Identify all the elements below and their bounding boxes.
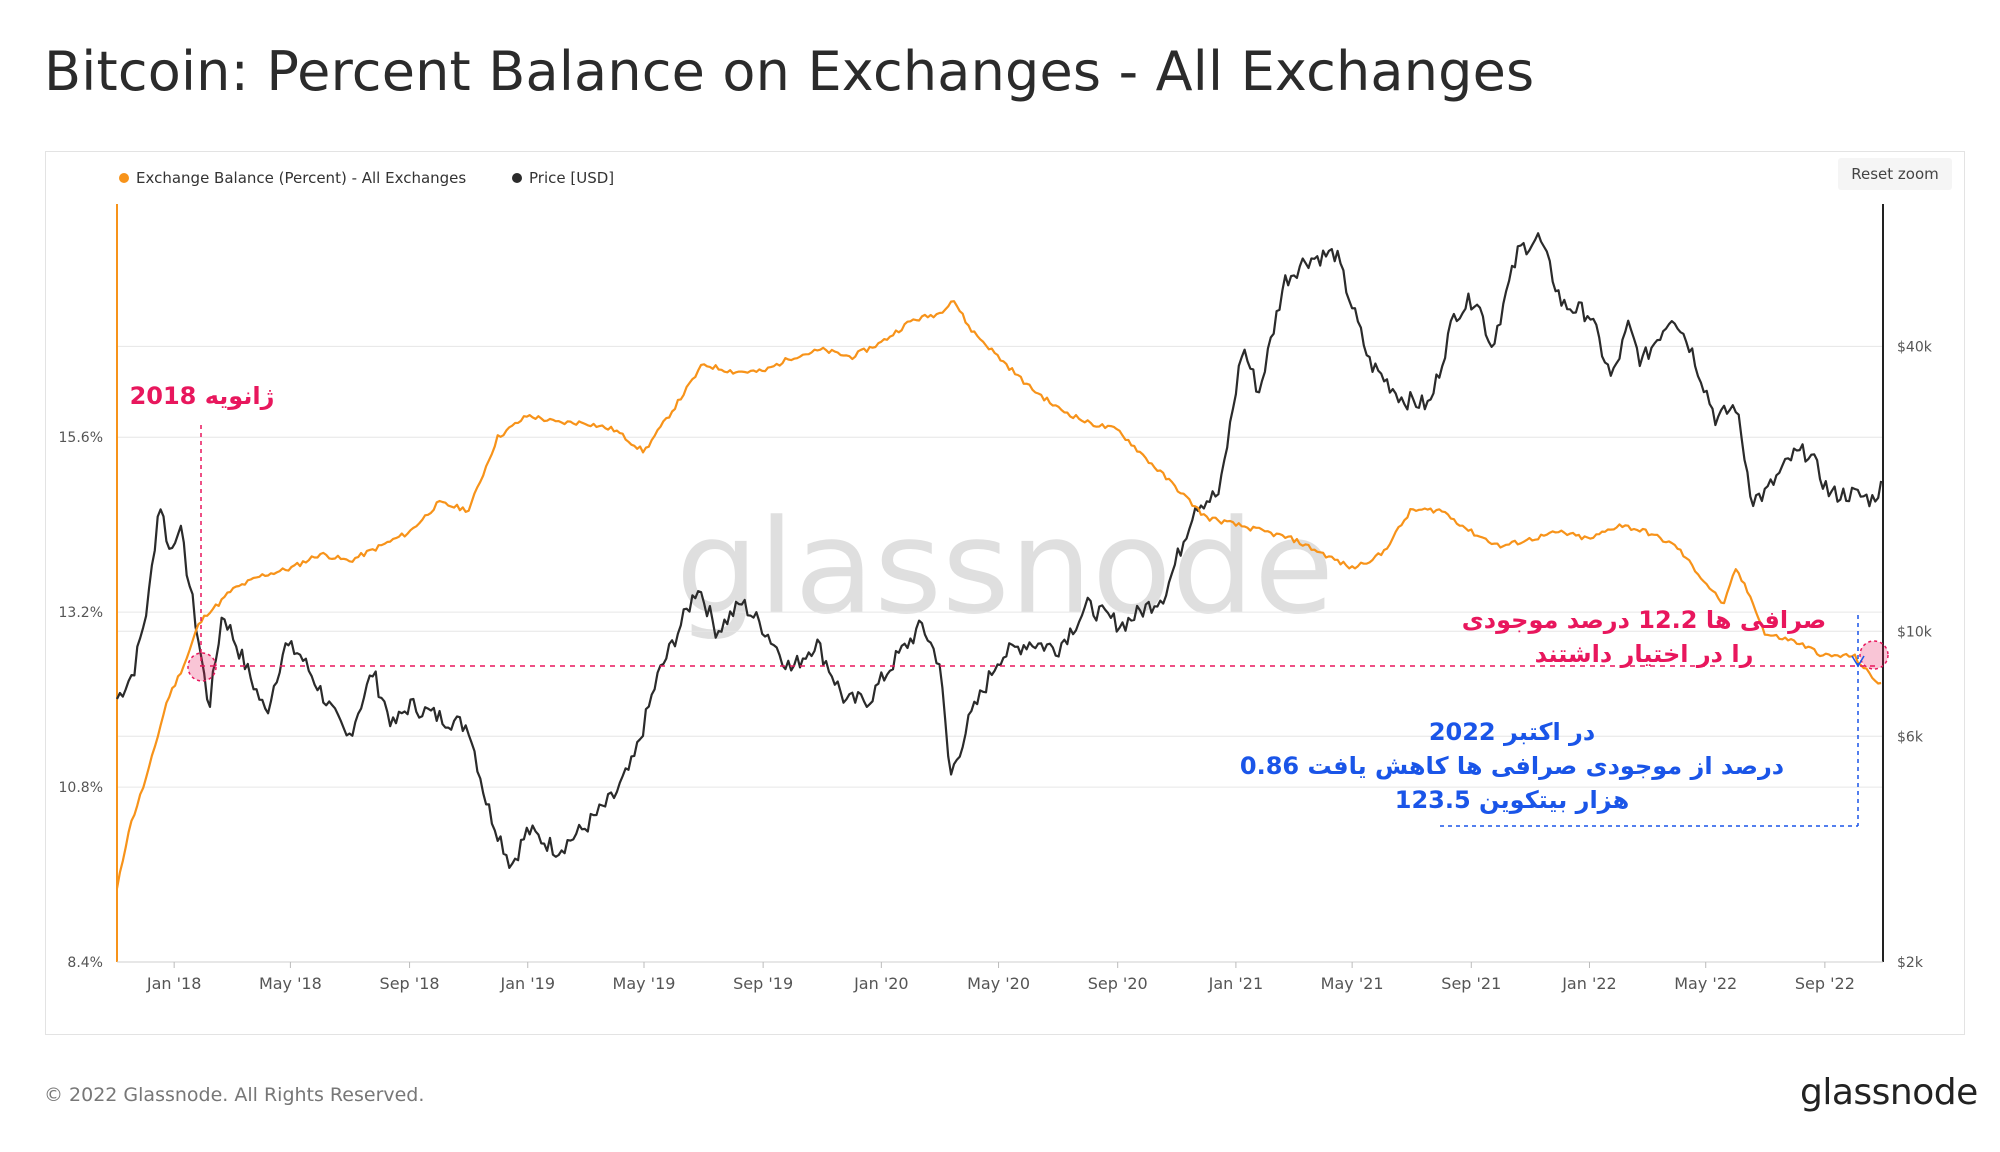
x-tick-label: May '20 — [967, 974, 1030, 993]
annotation-jan2018: ژانویه 2018 — [130, 382, 275, 410]
chart-frame — [45, 151, 1965, 1035]
annotation-current-line: را در اختیار داشتند — [1535, 640, 1754, 668]
page-title: Bitcoin: Percent Balance on Exchanges - … — [44, 40, 1535, 103]
annotation-current-line: صرافی ها 12.2 درصد موجودی — [1462, 606, 1826, 634]
current-highlight-circle — [1859, 640, 1889, 670]
legend-marker-balance — [119, 173, 129, 183]
x-tick-label: Jan '22 — [1561, 974, 1617, 993]
x-tick-label: Sep '22 — [1795, 974, 1855, 993]
glassnode-logo: glassnode — [1800, 1072, 1978, 1113]
x-tick-label: Sep '21 — [1441, 974, 1501, 993]
y-left-tick-label: 10.8% — [59, 780, 103, 796]
legend-label-balance: Exchange Balance (Percent) - All Exchang… — [136, 169, 466, 187]
annotation-drop-line: 0.86 درصد از موجودی صرافی ها کاهش یافت — [1240, 752, 1784, 780]
x-tick-label: Jan '20 — [853, 974, 909, 993]
y-left-tick-label: 15.6% — [59, 430, 103, 446]
annotation-drop-line: در اکتبر 2022 — [1429, 718, 1595, 746]
legend-marker-price — [512, 173, 522, 183]
y-right-tick-label: $6k — [1897, 729, 1924, 745]
x-tick-label: Sep '18 — [380, 974, 440, 993]
x-tick-label: Sep '19 — [733, 974, 793, 993]
x-tick-label: Jan '21 — [1208, 974, 1264, 993]
drop-arrow — [1851, 655, 1865, 668]
copyright-text: © 2022 Glassnode. All Rights Reserved. — [44, 1084, 425, 1106]
x-tick-label: May '21 — [1321, 974, 1384, 993]
y-right-tick-label: $2k — [1897, 955, 1924, 971]
annotation-drop-line: 123.5 هزار بیتکوین — [1395, 786, 1629, 814]
x-tick-label: May '22 — [1674, 974, 1737, 993]
y-left-tick-label: 13.2% — [59, 605, 103, 621]
y-right-tick-label: $10k — [1897, 624, 1933, 640]
x-tick-label: Jan '19 — [499, 974, 555, 993]
y-right-tick-label: $40k — [1897, 339, 1933, 355]
reset-zoom-button[interactable]: Reset zoom — [1838, 158, 1952, 190]
exchange-balance-series-line — [115, 300, 1882, 889]
watermark: glassnode — [676, 491, 1334, 643]
x-tick-label: May '19 — [613, 974, 676, 993]
y-left-tick-label: 8.4% — [67, 955, 103, 971]
price-series-line — [116, 232, 1883, 869]
x-tick-label: May '18 — [259, 974, 322, 993]
x-tick-label: Sep '20 — [1088, 974, 1148, 993]
legend: Exchange Balance (Percent) - All Exchang… — [119, 169, 614, 187]
jan2018-highlight-circle — [187, 652, 217, 682]
legend-label-price: Price [USD] — [529, 169, 614, 187]
x-tick-label: Jan '18 — [146, 974, 202, 993]
